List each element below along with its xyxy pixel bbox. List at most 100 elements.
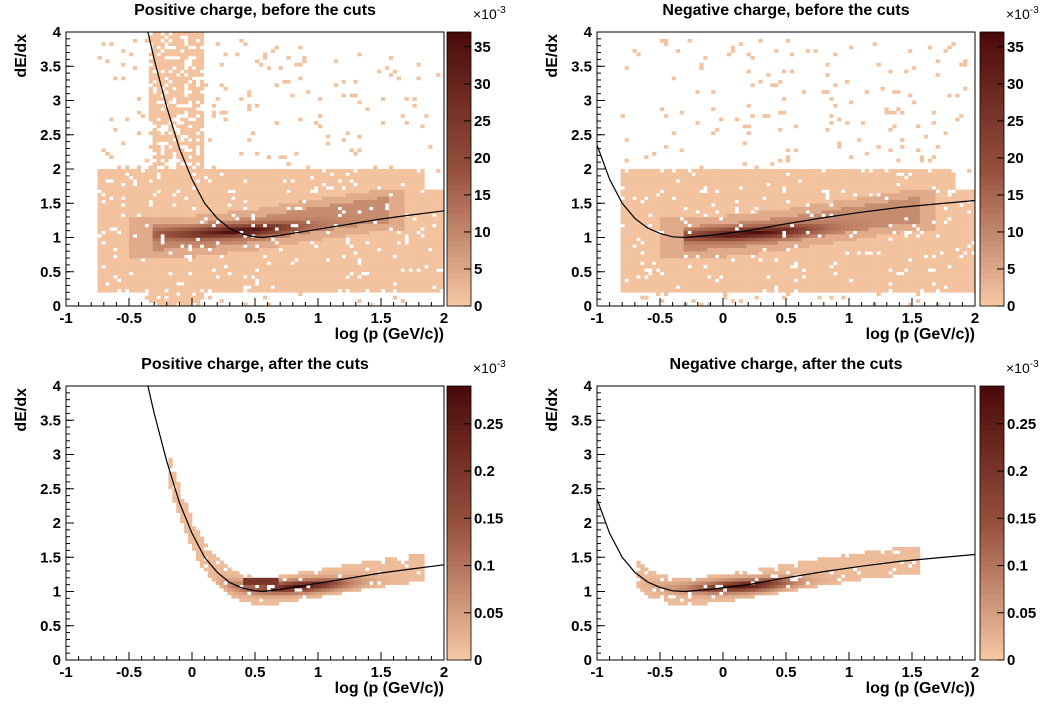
heatmap-cell (345, 196, 350, 201)
heatmap-cell (164, 121, 169, 125)
heatmap-cell (258, 244, 264, 249)
heatmap-cell (247, 264, 252, 269)
heatmap-cell (235, 261, 240, 266)
heatmap-cell (278, 254, 283, 259)
heatmap-cell (620, 251, 625, 255)
heatmap-cell (140, 261, 146, 266)
heatmap-cell (644, 223, 649, 228)
heatmap-cell (109, 175, 114, 180)
heatmap-cell (184, 247, 189, 252)
heatmap-cell (132, 199, 138, 204)
y-axis-label: dE/dx (13, 34, 30, 78)
heatmap-cell (247, 93, 252, 98)
heatmap-cell (345, 210, 350, 214)
heatmap-cell (258, 240, 264, 245)
heatmap-cell (176, 261, 181, 266)
heatmap-cell (105, 285, 110, 290)
heatmap-cell (160, 275, 165, 279)
heatmap-cell (258, 210, 264, 214)
heatmap-cell (404, 199, 409, 204)
heatmap-cell (373, 196, 378, 201)
heatmap-cell (164, 192, 169, 197)
heatmap-cell (195, 52, 201, 57)
heatmap-cell (251, 203, 256, 207)
heatmap-cell (203, 210, 209, 214)
heatmap-cell (723, 216, 728, 221)
heatmap-cell (424, 230, 429, 235)
heatmap-cell (691, 223, 696, 228)
heatmap-cell (730, 199, 736, 204)
heatmap-cell (624, 189, 629, 194)
heatmap-cell (164, 203, 169, 207)
heatmap-cell (758, 189, 763, 194)
heatmap-cell (195, 103, 201, 108)
heatmap-cell (121, 261, 126, 266)
heatmap-cell (195, 175, 201, 180)
heatmap-cell (274, 244, 279, 249)
heatmap-cell (266, 223, 272, 228)
heatmap-cell (231, 254, 236, 259)
heatmap-cell (750, 186, 755, 190)
heatmap-cell (738, 247, 743, 252)
heatmap-cell (345, 192, 350, 197)
heatmap-cell (719, 223, 724, 228)
heatmap-cell (203, 192, 209, 197)
heatmap-cell (345, 247, 350, 252)
heatmap-cell (294, 268, 299, 273)
heatmap-cell (624, 158, 629, 163)
heatmap-cell (148, 227, 153, 231)
heatmap-cell (388, 220, 394, 225)
heatmap-cell (117, 223, 122, 228)
heatmap-cell (404, 244, 409, 249)
heatmap-cell (180, 220, 185, 225)
heatmap-cell (168, 42, 173, 46)
heatmap-cell (660, 38, 665, 43)
heatmap-cell (691, 199, 696, 204)
heatmap-cell (310, 247, 315, 252)
heatmap-cell (223, 285, 228, 290)
heatmap-cell (215, 186, 220, 190)
heatmap-cell (188, 213, 193, 218)
heatmap-cell (239, 237, 244, 242)
colorbar-tick-label: 5 (474, 261, 482, 278)
heatmap-cell (620, 237, 625, 242)
heatmap-cell (125, 210, 130, 214)
heatmap-cell (679, 169, 684, 173)
heatmap-cell (707, 172, 712, 177)
heatmap-cell (416, 186, 421, 190)
heatmap-cell (278, 240, 283, 245)
heatmap-cell (734, 240, 740, 245)
heatmap-cell (648, 261, 653, 266)
heatmap-cell (738, 244, 743, 249)
heatmap-cell (243, 261, 248, 266)
heatmap-cell (754, 278, 759, 283)
heatmap-cell (420, 247, 425, 252)
heatmap-cell (699, 216, 704, 221)
heatmap-cell (207, 210, 212, 214)
heatmap-cell (132, 261, 138, 266)
heatmap-cell (656, 172, 661, 177)
heatmap-cell (738, 254, 743, 259)
heatmap-cell (432, 206, 437, 211)
heatmap-cell (247, 230, 252, 235)
heatmap-cell (432, 196, 437, 201)
heatmap-cell (243, 278, 248, 283)
heatmap-cell (699, 278, 704, 283)
heatmap-cell (101, 285, 106, 290)
heatmap-cell (184, 203, 189, 207)
heatmap-cell (294, 278, 299, 283)
heatmap-cell (644, 189, 649, 194)
heatmap-cell (726, 251, 732, 255)
heatmap-cell (184, 199, 189, 204)
heatmap-cell (199, 240, 205, 245)
heatmap-cell (746, 282, 751, 286)
heatmap-cell (125, 182, 130, 187)
heatmap-cell (160, 247, 165, 252)
heatmap-cell (148, 79, 153, 84)
heatmap-cell (121, 220, 126, 225)
heatmap-cell (318, 275, 323, 279)
heatmap-cell (719, 230, 724, 235)
heatmap-cell (282, 251, 287, 255)
heatmap-cell (247, 271, 252, 276)
heatmap-cell (318, 196, 323, 201)
